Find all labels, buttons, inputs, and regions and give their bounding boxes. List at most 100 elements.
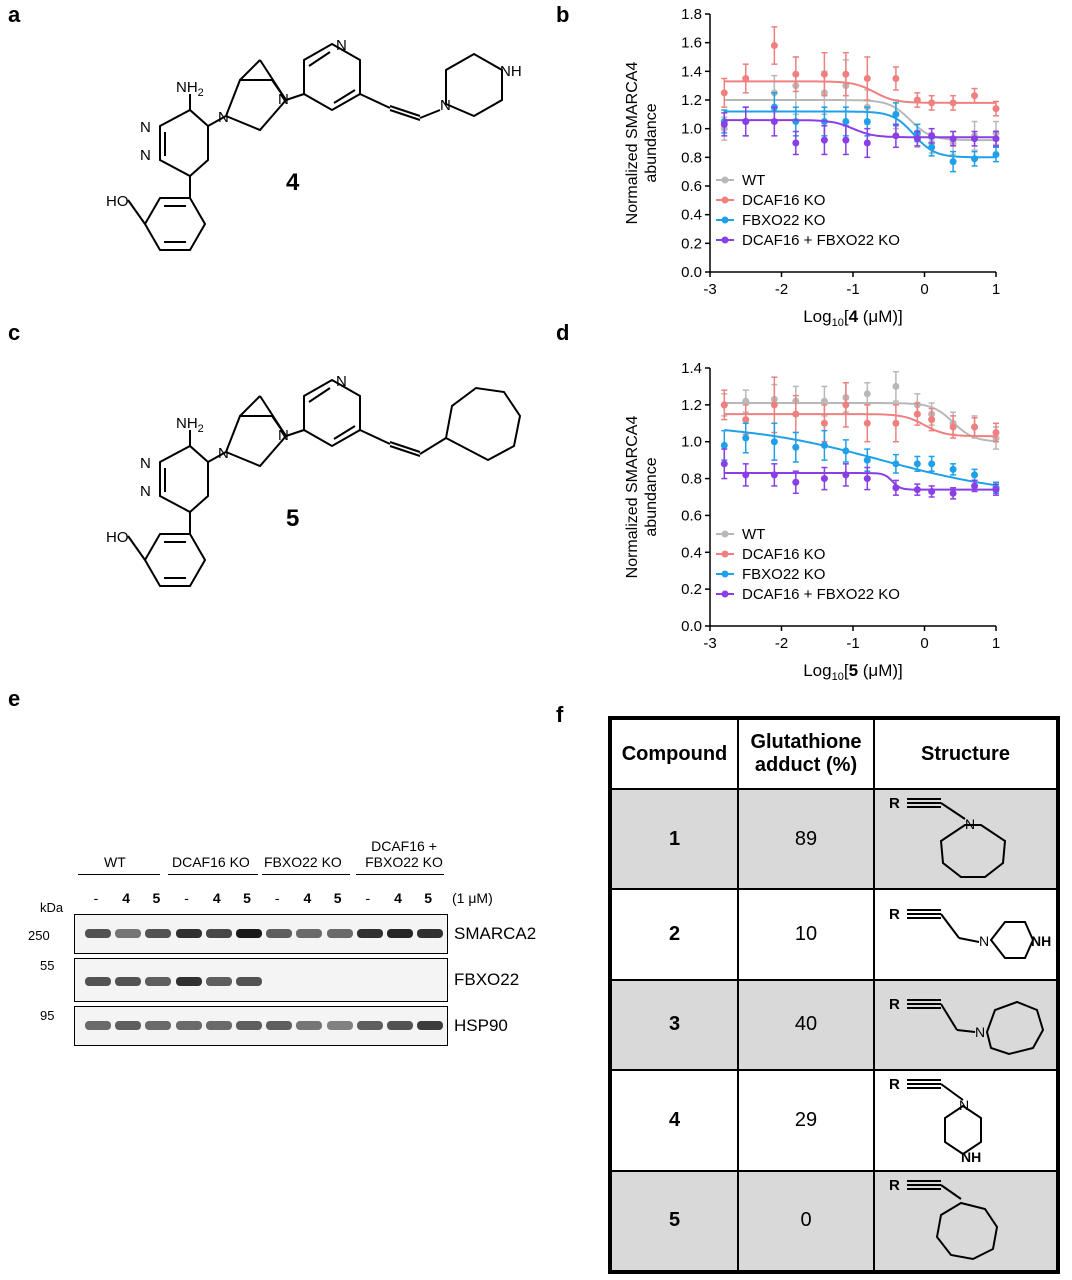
lane-label: 4 (212, 890, 221, 906)
legend-marker (721, 196, 729, 204)
adduct-cell: 40 (737, 978, 875, 1072)
band (205, 929, 232, 938)
group-label: DCAF16 + FBXO22 KO (365, 838, 443, 870)
y-tick-label: 0.8 (681, 149, 702, 166)
n-label: N (278, 91, 289, 108)
x-tick-label: 1 (992, 281, 1000, 298)
data-point (770, 401, 778, 409)
table-row: 1 89 R N (609, 787, 1059, 891)
svg-text:R: R (889, 996, 900, 1013)
adduct-cell: 89 (737, 787, 875, 891)
legend-marker (721, 570, 729, 578)
lane-label: - (365, 890, 371, 906)
data-point (820, 441, 828, 449)
data-point (928, 487, 936, 495)
legend-marker (721, 236, 729, 244)
band (85, 929, 111, 938)
lane-label: 5 (243, 890, 251, 906)
legend-label: DCAF16 KO (742, 192, 825, 209)
panel-letter-c: c (8, 320, 21, 345)
data-point (863, 390, 871, 398)
n-label: N (440, 97, 451, 114)
data-point (949, 423, 957, 431)
lane-label: - (274, 890, 280, 906)
data-point (792, 118, 800, 125)
blot-label-fbxo22: FBXO22 (454, 970, 520, 989)
data-point (770, 118, 778, 125)
group-label: DCAF16 KO (172, 854, 250, 870)
band (356, 929, 383, 938)
band (236, 977, 262, 986)
blot-label-hsp90: HSP90 (454, 1016, 508, 1035)
data-point (971, 423, 979, 431)
data-point (863, 456, 871, 464)
data-point (720, 89, 728, 97)
table-row: 2 10 R N NH (609, 888, 1059, 981)
band (115, 929, 142, 938)
panel-letter-f: f (556, 702, 564, 727)
data-point (820, 475, 828, 483)
band (175, 929, 202, 938)
group-label: WT (104, 854, 126, 870)
y-axis-label: Normalized SMARCA4 abundance (624, 62, 660, 225)
header-compound: Compound (609, 717, 739, 790)
n-label: N (218, 445, 229, 462)
legend-label: WT (742, 526, 765, 543)
band (175, 977, 202, 986)
x-tick-label: -2 (775, 635, 788, 652)
lane-label: 4 (394, 890, 402, 906)
table-header-row: Compound Glutathione adduct (%) Structure (609, 717, 1059, 790)
data-point (928, 416, 936, 424)
dose-label: (1 μM) (452, 890, 493, 906)
lane-label: - (93, 890, 99, 906)
marker-95: 95 (40, 1008, 55, 1023)
compound-label: 5 (286, 505, 299, 532)
y-tick-label: 0.6 (681, 507, 702, 524)
svg-text:R: R (889, 906, 900, 923)
band (205, 977, 232, 986)
n-label: N (140, 147, 151, 164)
panel-letter-e: e (8, 686, 21, 711)
x-axis-label: Log10[5 (μM)] (803, 661, 903, 683)
n-label: N (278, 427, 289, 444)
band (145, 1021, 172, 1030)
data-point (792, 70, 800, 78)
legend-label: DCAF16 + FBXO22 KO (742, 586, 900, 603)
data-point (992, 105, 1000, 113)
x-tick-label: 0 (920, 635, 928, 652)
fit-curve-3 (724, 119, 996, 139)
data-point (992, 135, 1000, 143)
data-point (892, 460, 900, 468)
data-point (971, 92, 979, 100)
adduct-cell: 0 (737, 1169, 875, 1274)
data-point (892, 484, 900, 492)
legend-marker (721, 550, 729, 558)
svg-text:R: R (889, 1177, 900, 1194)
panel-letter-a: a (8, 2, 21, 27)
nh2-label: NH2 (176, 415, 204, 435)
legend-label: FBXO22 KO (742, 566, 825, 583)
adduct-cell: 10 (737, 888, 875, 981)
band (266, 977, 293, 986)
band (296, 929, 323, 938)
y-tick-label: 0.2 (681, 235, 702, 252)
data-point (792, 139, 800, 147)
data-point (742, 118, 750, 125)
svg-text:R: R (889, 1076, 900, 1093)
data-point (971, 155, 979, 163)
data-point (949, 489, 957, 497)
fit-curve-2 (724, 429, 997, 487)
marker-55: 55 (40, 958, 55, 973)
data-point (949, 99, 957, 107)
y-tick-label: 1.0 (681, 434, 702, 451)
data-point (892, 110, 900, 118)
band (417, 929, 444, 938)
y-tick-label: 1.0 (681, 121, 702, 138)
data-point (792, 478, 800, 486)
group-underline (168, 874, 258, 875)
n-label: N (140, 483, 151, 500)
compound-label: 4 (286, 169, 300, 196)
legend-marker (721, 176, 729, 184)
x-tick-label: -3 (703, 635, 716, 652)
band (236, 929, 262, 938)
